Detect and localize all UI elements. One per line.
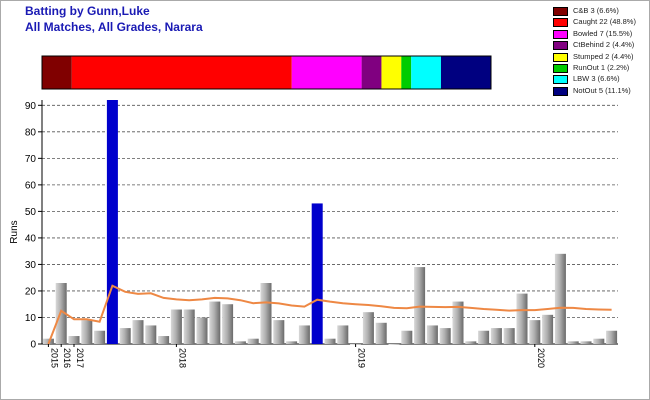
innings-bar — [593, 338, 605, 344]
innings-bar — [170, 309, 182, 344]
y-tick-label: 10 — [25, 313, 37, 324]
innings-bar — [375, 322, 387, 344]
innings-bar — [209, 301, 221, 344]
legend-label: NotOut 5 (11.1%) — [573, 85, 631, 95]
y-tick-label: 80 — [25, 127, 37, 138]
innings-bar — [81, 320, 93, 344]
innings-bar — [465, 341, 477, 344]
y-tick-label: 0 — [30, 340, 36, 351]
legend-label: LBW 3 (6.6%) — [573, 74, 620, 84]
legend-swatch — [553, 7, 568, 16]
innings-bar — [132, 320, 144, 344]
y-tick-label: 90 — [25, 101, 37, 112]
innings-bar — [158, 336, 170, 344]
innings-bar — [247, 338, 259, 344]
legend-swatch — [553, 29, 568, 39]
dismissal-segment — [381, 56, 402, 89]
innings-bar — [554, 253, 566, 344]
legend-swatch — [553, 18, 568, 28]
innings-bar — [567, 341, 579, 344]
legend-item: NotOut 5 (11.1%) — [553, 86, 648, 97]
average-line — [47, 284, 612, 345]
y-tick-label: 30 — [25, 260, 37, 271]
innings-bar — [234, 341, 246, 344]
innings-bar — [401, 330, 413, 344]
x-tick-label: 2015 — [49, 348, 59, 368]
y-tick-label: 40 — [25, 233, 37, 244]
legend-label: Stumped 2 (4.4%) — [573, 51, 634, 61]
chart-title: Batting by Gunn,Luke — [25, 4, 150, 18]
legend-item: Stumped 2 (4.4%) — [553, 52, 648, 63]
legend-swatch — [553, 63, 568, 73]
legend-swatch — [553, 41, 568, 51]
innings-bar — [260, 283, 272, 344]
innings-bar — [452, 301, 464, 344]
innings-bar — [478, 330, 490, 344]
chart-subtitle: All Matches, All Grades, Narara — [25, 20, 203, 34]
legend: C&B 3 (6.6%) Caught 22 (48.8%) Bowled 7 (1… — [553, 6, 648, 97]
y-axis-label: Runs — [9, 220, 20, 243]
innings-bar — [362, 312, 374, 344]
y-tick-label: 60 — [25, 180, 37, 191]
innings-bar — [68, 336, 80, 344]
dismissal-bar-border — [41, 55, 492, 90]
legend-label: RunOut 1 (2.2%) — [573, 62, 630, 72]
x-tick-label: 2017 — [75, 348, 85, 368]
innings-bar — [286, 341, 298, 344]
dismissal-segment — [71, 56, 292, 89]
innings-bar — [337, 325, 349, 344]
legend-item: RunOut 1 (2.2%) — [553, 63, 648, 74]
legend-label: Bowled 7 (15.5%) — [573, 28, 633, 38]
x-tick-label: 2018 — [177, 348, 187, 368]
legend-label: C&B 3 (6.6%) — [573, 6, 619, 15]
legend-item: LBW 3 (6.6%) — [553, 74, 648, 85]
innings-bar — [388, 344, 400, 345]
dismissal-segment — [42, 56, 72, 89]
innings-bar — [503, 328, 515, 344]
dismissal-segment — [440, 56, 491, 89]
dismissal-segment — [291, 56, 362, 89]
innings-bar — [580, 341, 592, 344]
legend-swatch — [553, 52, 568, 62]
dismissal-segment — [401, 56, 412, 89]
y-tick-label: 70 — [25, 154, 37, 165]
dismissal-segment — [411, 56, 441, 89]
dismissal-segment — [361, 56, 382, 89]
innings-bar — [606, 330, 618, 344]
legend-item: CtBehind 2 (4.4%) — [553, 40, 648, 51]
innings-bar — [196, 317, 208, 344]
innings-bar — [119, 328, 131, 344]
innings-bar — [94, 330, 106, 344]
legend-swatch — [553, 86, 568, 96]
y-tick-label: 50 — [25, 207, 37, 218]
legend-label: CtBehind 2 (4.4%) — [573, 40, 635, 50]
not-out-bar — [311, 203, 323, 344]
innings-bar — [542, 314, 554, 344]
innings-bar — [426, 325, 438, 344]
innings-bar — [529, 320, 541, 344]
innings-bar — [414, 267, 426, 344]
legend-swatch — [553, 75, 568, 85]
not-out-bar — [106, 100, 118, 344]
x-tick-label: 2020 — [536, 348, 546, 368]
innings-bar — [516, 293, 528, 344]
legend-item: C&B 3 (6.6%) — [553, 6, 648, 17]
innings-bar — [273, 320, 285, 344]
innings-bar — [183, 309, 195, 344]
innings-bar — [324, 338, 336, 344]
innings-bar — [490, 328, 502, 344]
innings-bar — [439, 328, 451, 344]
legend-item: Caught 22 (48.8%) — [553, 17, 648, 28]
y-tick-label: 20 — [25, 286, 37, 297]
legend-item: Bowled 7 (15.5%) — [553, 29, 648, 40]
innings-bar — [298, 325, 310, 344]
x-tick-label: 2016 — [62, 348, 72, 368]
legend-label: Caught 22 (48.8%) — [573, 17, 636, 27]
innings-bar — [145, 325, 157, 344]
innings-bar — [222, 304, 234, 344]
x-tick-label: 2019 — [357, 348, 367, 368]
